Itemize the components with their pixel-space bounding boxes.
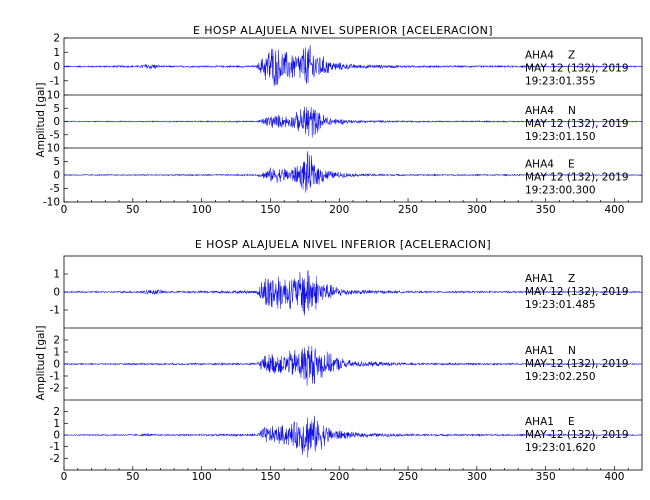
y-tick-label: 2 [53,33,60,45]
y-tick-label: 0 [53,287,60,299]
x-tick-label: 0 [61,471,68,483]
waveform-trace [63,151,643,193]
date-label: MAY 12 (132), 2019 [525,118,629,130]
y-tick-label: 1 [53,269,60,281]
y-axis-label: Amplitud [gal] [35,326,47,401]
y-tick-label: 10 [47,90,60,102]
y-tick-label: 2 [53,335,60,347]
y-tick-label: -2 [50,383,60,395]
waveform-trace [63,269,642,316]
waveform-trace [63,415,643,458]
y-tick-label: 0 [53,61,60,73]
x-tick-label: 300 [467,471,487,483]
lower-seismogram-block: E HOSP ALAJUELA NIVEL INFERIOR [ACELERAC… [35,238,643,483]
date-label: MAY 12 (132), 2019 [525,358,629,370]
x-tick-label: 50 [126,471,139,483]
x-tick-label: 50 [126,204,139,216]
x-tick-label: 400 [604,471,624,483]
y-tick-label: 1 [53,347,60,359]
x-tick-label: 350 [536,204,556,216]
time-label: 19:23:02.250 [525,371,596,383]
y-tick-label: 0 [53,359,60,371]
time-label: 19:23:00.300 [525,184,596,196]
y-tick-label: -10 [43,197,60,209]
date-label: MAY 12 (132), 2019 [525,63,629,75]
x-tick-label: 150 [260,204,280,216]
x-tick-label: 200 [329,204,349,216]
date-label: MAY 12 (132), 2019 [525,429,629,441]
x-tick-label: 0 [61,204,68,216]
x-tick-label: 400 [604,204,624,216]
date-label: MAY 12 (132), 2019 [525,286,629,298]
x-tick-label: 150 [260,471,280,483]
upper-seismogram-block: E HOSP ALAJUELA NIVEL SUPERIOR [ACELERAC… [35,24,643,216]
chart-title: E HOSP ALAJUELA NIVEL SUPERIOR [ACELERAC… [193,24,493,37]
x-tick-label: 250 [398,471,418,483]
time-label: 19:23:01.620 [525,442,596,454]
y-tick-label: -1 [50,75,60,87]
date-label: MAY 12 (132), 2019 [525,171,629,183]
waveform-trace [63,106,643,138]
y-tick-label: 0 [53,430,60,442]
y-tick-label: 5 [53,156,60,168]
time-label: 19:23:01.150 [525,131,596,143]
station-label: AHA4 N [525,105,576,117]
time-label: 19:23:01.355 [525,76,596,88]
y-tick-label: -5 [50,183,60,195]
y-tick-label: 10 [47,143,60,155]
x-tick-label: 100 [192,471,212,483]
x-tick-label: 100 [192,204,212,216]
y-tick-label: 1 [53,418,60,430]
y-tick-label: 1 [53,47,60,59]
y-tick-label: 0 [53,116,60,128]
station-label: AHA1 E [525,416,575,428]
waveform-trace [63,345,643,386]
x-tick-label: 350 [536,471,556,483]
y-tick-label: 0 [53,170,60,182]
station-label: AHA4 E [525,158,575,170]
waveform-trace [63,44,643,87]
station-label: AHA1 Z [525,273,575,285]
y-axis-label: Amplitud [gal] [35,83,47,158]
y-tick-label: 5 [53,103,60,115]
y-tick-label: -1 [50,371,60,383]
y-tick-label: -2 [50,453,60,465]
chart-title: E HOSP ALAJUELA NIVEL INFERIOR [ACELERAC… [195,238,491,251]
y-tick-label: -1 [50,441,60,453]
y-tick-label: -1 [50,305,60,317]
y-tick-label: 2 [53,406,60,418]
station-label: AHA4 Z [525,50,575,62]
time-label: 19:23:01.485 [525,299,596,311]
x-tick-label: 250 [398,204,418,216]
y-tick-label: -5 [50,129,60,141]
x-tick-label: 300 [467,204,487,216]
x-tick-label: 200 [329,471,349,483]
station-label: AHA1 N [525,345,576,357]
